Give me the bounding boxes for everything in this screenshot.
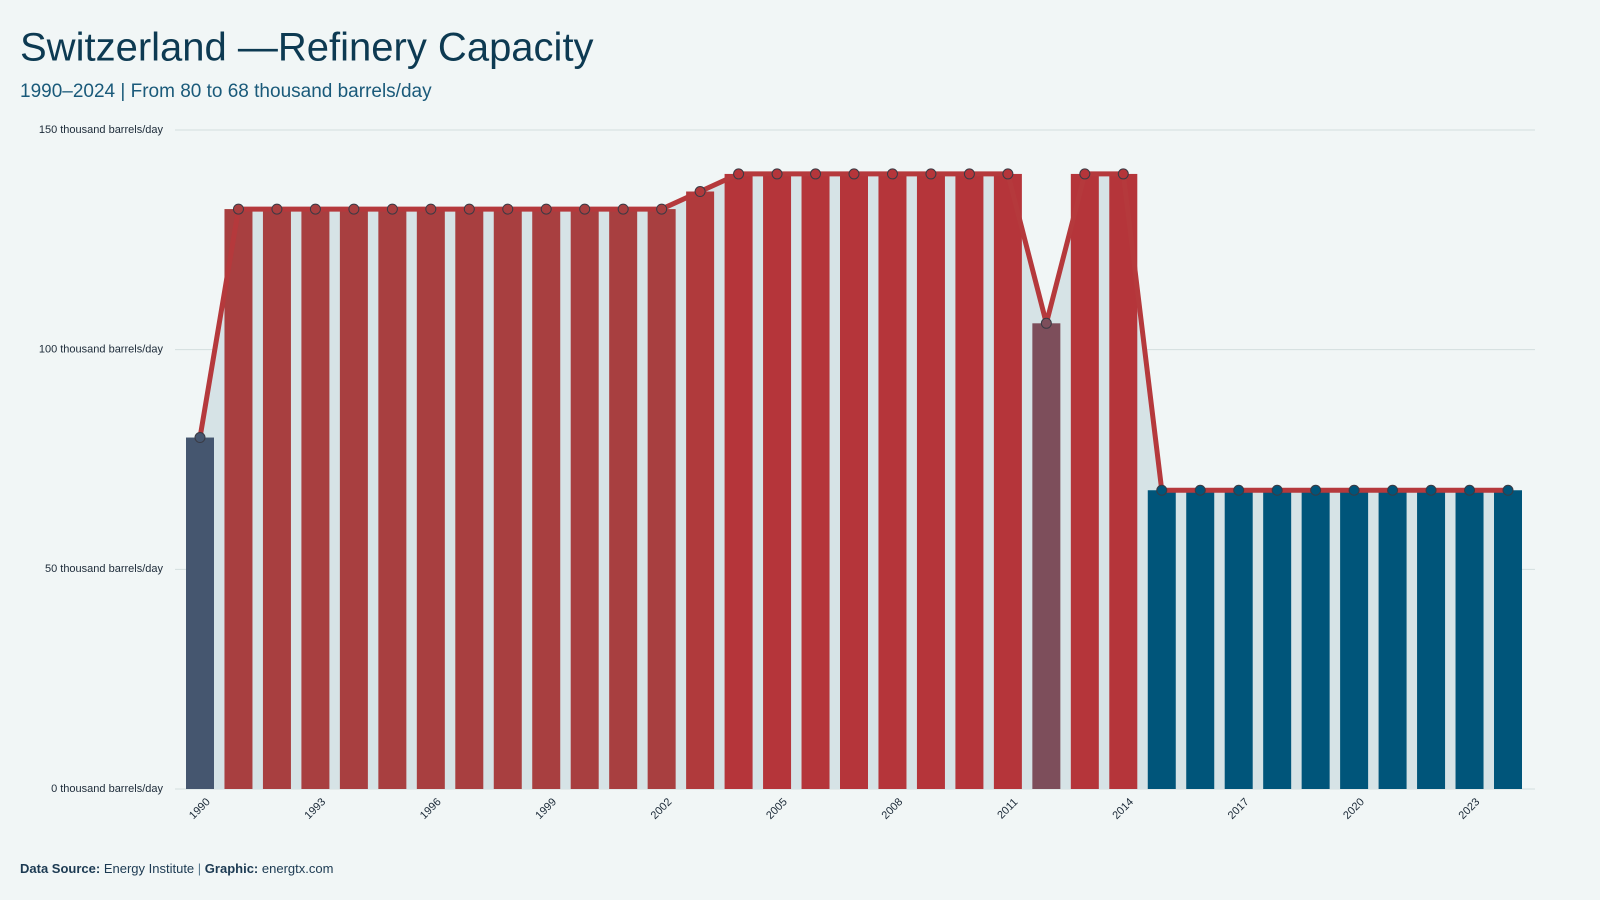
point <box>694 186 706 198</box>
bar <box>1301 490 1330 789</box>
bar <box>1147 490 1176 789</box>
separator: | <box>198 861 201 876</box>
bar <box>1186 490 1215 789</box>
point <box>232 203 244 215</box>
bar <box>416 209 445 789</box>
source: Energy Institute <box>104 861 194 876</box>
point <box>1117 168 1129 180</box>
bar <box>955 173 984 789</box>
bar <box>1032 323 1061 789</box>
point <box>810 168 822 180</box>
point <box>386 203 398 215</box>
point <box>540 203 552 215</box>
bar <box>1378 490 1407 789</box>
bar <box>1070 173 1099 789</box>
chart-title: Switzerland —Refinery Capacity <box>20 26 594 70</box>
point <box>271 203 283 215</box>
point <box>925 168 937 180</box>
bar <box>493 209 522 789</box>
point <box>848 168 860 180</box>
bar <box>455 209 484 789</box>
point <box>1194 484 1206 496</box>
bar <box>993 173 1022 789</box>
bar <box>570 209 599 789</box>
chart-subtitle: 1990–2024 | From 80 to 68 thousand barre… <box>20 81 432 102</box>
bar <box>1109 173 1138 789</box>
point <box>656 203 668 215</box>
bar <box>878 173 907 789</box>
bar <box>378 209 407 789</box>
point <box>1464 484 1476 496</box>
bar <box>1455 490 1484 789</box>
y-tick-label: 150 thousand barrels/day <box>39 124 164 136</box>
bar <box>1417 490 1446 789</box>
source-label: Data Source: <box>20 861 100 876</box>
point <box>309 203 321 215</box>
point <box>1271 484 1283 496</box>
point <box>617 203 629 215</box>
bar <box>916 173 945 789</box>
point <box>1002 168 1014 180</box>
point <box>1425 484 1437 496</box>
graphic: energtx.com <box>262 861 334 876</box>
bar <box>532 209 561 789</box>
point <box>425 203 437 215</box>
y-tick-label: 0 thousand barrels/day <box>51 783 163 795</box>
point <box>1040 317 1052 329</box>
footer: Data Source: Energy Institute | Graphic:… <box>20 861 333 876</box>
graphic-label: Graphic: <box>205 861 258 876</box>
bar <box>1494 490 1522 789</box>
bar <box>686 191 715 790</box>
point <box>1156 484 1168 496</box>
point <box>1079 168 1091 180</box>
y-tick-label: 50 thousand barrels/day <box>45 563 164 575</box>
point <box>1387 484 1399 496</box>
bar <box>1340 490 1369 789</box>
bar <box>262 209 291 789</box>
point <box>348 203 360 215</box>
point <box>886 168 898 180</box>
point <box>1310 484 1322 496</box>
y-tick-label: 100 thousand barrels/day <box>39 344 164 356</box>
point <box>579 203 591 215</box>
point <box>963 168 975 180</box>
bar <box>186 437 214 789</box>
bar <box>1263 490 1292 789</box>
bar <box>724 173 753 789</box>
point <box>194 432 206 444</box>
bar <box>609 209 638 789</box>
bar <box>801 173 830 789</box>
point <box>502 203 514 215</box>
point <box>1233 484 1245 496</box>
bar <box>224 209 253 789</box>
point <box>1348 484 1360 496</box>
bar <box>339 209 368 789</box>
point <box>733 168 745 180</box>
bar <box>763 173 792 789</box>
point <box>463 203 475 215</box>
bar <box>840 173 868 789</box>
bar <box>301 209 330 789</box>
bar <box>647 209 676 789</box>
point <box>1502 484 1514 496</box>
point <box>771 168 783 180</box>
bar <box>1224 490 1253 789</box>
